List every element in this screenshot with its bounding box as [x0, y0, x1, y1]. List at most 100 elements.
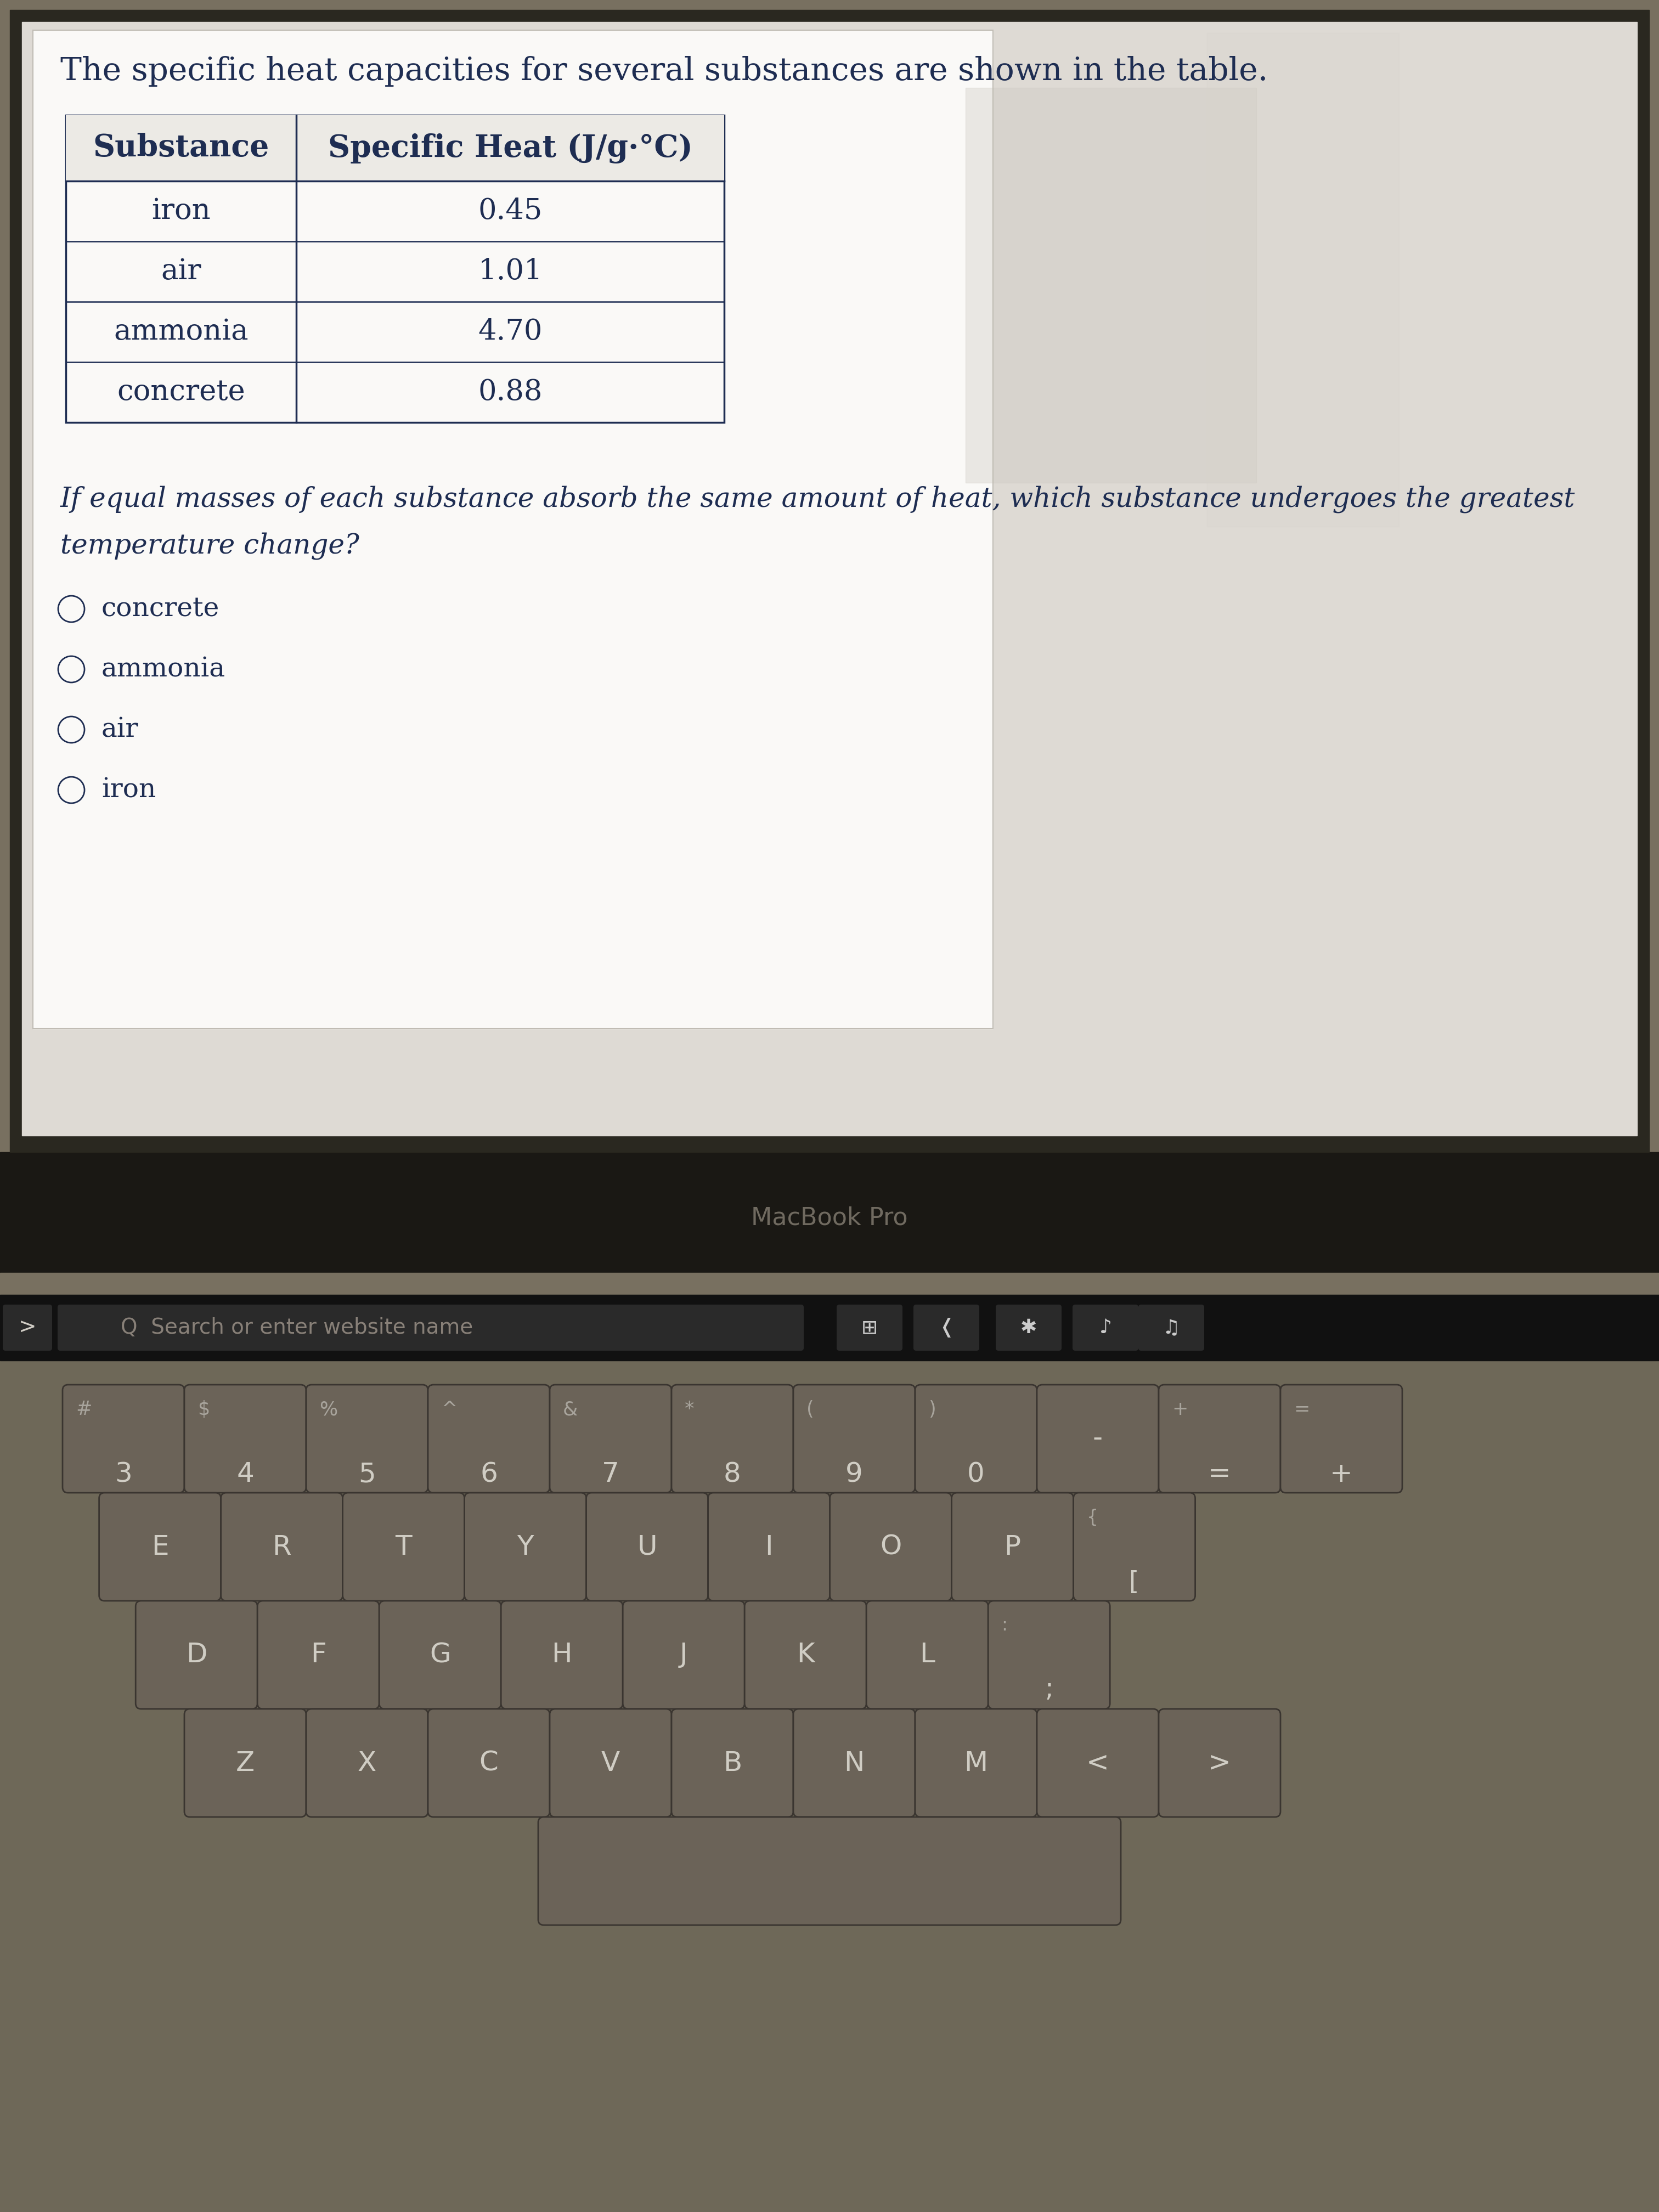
Text: concrete: concrete — [101, 595, 219, 622]
Text: >: > — [18, 1316, 36, 1338]
Text: J: J — [680, 1641, 688, 1668]
Text: Substance: Substance — [93, 133, 269, 164]
Text: N: N — [844, 1750, 864, 1776]
FancyBboxPatch shape — [428, 1710, 549, 1816]
Text: ⊞: ⊞ — [861, 1318, 878, 1336]
FancyBboxPatch shape — [307, 1710, 428, 1816]
FancyBboxPatch shape — [745, 1601, 866, 1710]
FancyBboxPatch shape — [1037, 1385, 1158, 1493]
Bar — [33, 31, 994, 1029]
Text: 4.70: 4.70 — [478, 319, 542, 345]
Text: (: ( — [806, 1400, 815, 1418]
Text: P: P — [1004, 1533, 1020, 1559]
FancyBboxPatch shape — [586, 1493, 708, 1601]
FancyBboxPatch shape — [257, 1601, 380, 1710]
Text: Q  Search or enter website name: Q Search or enter website name — [121, 1316, 473, 1338]
Bar — [0, 1294, 1659, 1360]
Text: X: X — [358, 1750, 377, 1776]
FancyBboxPatch shape — [708, 1493, 830, 1601]
Bar — [10, 9, 1649, 1152]
FancyBboxPatch shape — [221, 1493, 343, 1601]
Bar — [22, 22, 1637, 1135]
Text: 4: 4 — [237, 1460, 254, 1486]
FancyBboxPatch shape — [793, 1710, 916, 1816]
FancyBboxPatch shape — [916, 1710, 1037, 1816]
Text: ✱: ✱ — [1020, 1318, 1037, 1336]
Text: 6: 6 — [479, 1460, 498, 1486]
Text: If equal masses of each substance absorb the same amount of heat, which substanc: If equal masses of each substance absorb… — [60, 484, 1576, 513]
Text: *: * — [685, 1400, 693, 1418]
FancyBboxPatch shape — [100, 1493, 221, 1601]
Bar — [0, 1349, 1659, 2212]
FancyBboxPatch shape — [63, 1385, 184, 1493]
Text: ammonia: ammonia — [101, 657, 226, 681]
Text: R: R — [272, 1533, 292, 1559]
Text: G: G — [430, 1641, 451, 1668]
Bar — [66, 115, 725, 181]
FancyBboxPatch shape — [136, 1601, 257, 1710]
FancyBboxPatch shape — [549, 1385, 672, 1493]
FancyBboxPatch shape — [465, 1493, 586, 1601]
Text: >: > — [1208, 1750, 1231, 1776]
FancyBboxPatch shape — [307, 1385, 428, 1493]
FancyBboxPatch shape — [549, 1710, 672, 1816]
Text: &: & — [562, 1400, 577, 1418]
Text: 0.88: 0.88 — [478, 378, 542, 407]
FancyBboxPatch shape — [989, 1601, 1110, 1710]
Text: L: L — [919, 1641, 936, 1668]
Text: ♫: ♫ — [1163, 1318, 1180, 1336]
Text: 7: 7 — [602, 1460, 619, 1486]
Text: =: = — [1294, 1400, 1309, 1418]
FancyBboxPatch shape — [1158, 1385, 1281, 1493]
Text: T: T — [395, 1533, 411, 1559]
FancyBboxPatch shape — [501, 1601, 622, 1710]
FancyBboxPatch shape — [1158, 1710, 1281, 1816]
Text: iron: iron — [151, 197, 211, 226]
Text: =: = — [1208, 1460, 1231, 1486]
Text: B: B — [723, 1750, 742, 1776]
Text: ): ) — [929, 1400, 936, 1418]
Text: 0: 0 — [967, 1460, 985, 1486]
FancyBboxPatch shape — [184, 1710, 307, 1816]
Text: O: O — [879, 1533, 901, 1559]
Text: U: U — [637, 1533, 657, 1559]
Text: ;: ; — [1045, 1679, 1053, 1703]
FancyBboxPatch shape — [672, 1385, 793, 1493]
Bar — [966, 88, 1256, 482]
Bar — [0, 1272, 1659, 2212]
Text: 9: 9 — [846, 1460, 863, 1486]
Text: Specific Heat (J/g·°C): Specific Heat (J/g·°C) — [328, 133, 692, 164]
FancyBboxPatch shape — [830, 1493, 952, 1601]
FancyBboxPatch shape — [914, 1305, 979, 1352]
Text: K: K — [796, 1641, 815, 1668]
FancyBboxPatch shape — [343, 1493, 465, 1601]
Text: concrete: concrete — [116, 378, 246, 407]
Text: +: + — [1331, 1460, 1352, 1486]
Text: H: H — [551, 1641, 572, 1668]
FancyBboxPatch shape — [3, 1305, 51, 1352]
Text: M: M — [964, 1750, 987, 1776]
Text: air: air — [161, 257, 201, 285]
FancyBboxPatch shape — [380, 1601, 501, 1710]
FancyBboxPatch shape — [1281, 1385, 1402, 1493]
Text: V: V — [601, 1750, 620, 1776]
FancyBboxPatch shape — [836, 1305, 902, 1352]
FancyBboxPatch shape — [672, 1710, 793, 1816]
FancyBboxPatch shape — [1037, 1710, 1158, 1816]
Text: Y: Y — [518, 1533, 534, 1559]
Text: 0.45: 0.45 — [478, 197, 542, 226]
Text: :: : — [1002, 1617, 1007, 1635]
Text: MacBook Pro: MacBook Pro — [752, 1206, 907, 1230]
Text: 1.01: 1.01 — [478, 257, 542, 285]
Text: <: < — [1087, 1750, 1110, 1776]
Text: ❬: ❬ — [937, 1318, 954, 1338]
Text: #: # — [76, 1400, 91, 1418]
FancyBboxPatch shape — [793, 1385, 916, 1493]
Text: 8: 8 — [723, 1460, 742, 1486]
Text: iron: iron — [101, 776, 156, 803]
FancyBboxPatch shape — [428, 1385, 549, 1493]
Text: I: I — [765, 1533, 773, 1559]
FancyBboxPatch shape — [622, 1601, 745, 1710]
Text: ♪: ♪ — [1100, 1318, 1112, 1336]
Text: -: - — [1093, 1425, 1103, 1451]
